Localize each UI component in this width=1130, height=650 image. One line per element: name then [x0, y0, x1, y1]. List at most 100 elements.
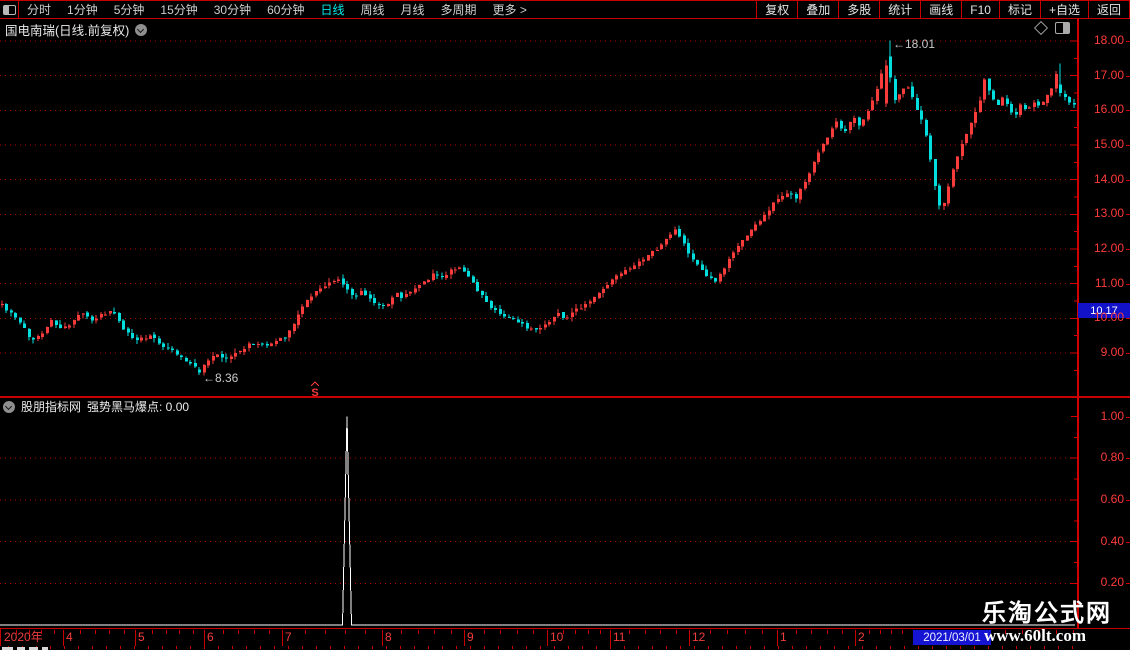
toolbar-action-4[interactable]: 画线: [920, 1, 961, 18]
toolbar-action-6[interactable]: 标记: [998, 1, 1040, 18]
minor-tick: [762, 630, 763, 634]
period-tab-3[interactable]: 15分钟: [160, 3, 198, 17]
minor-tick: [269, 630, 270, 634]
minor-tick: [80, 630, 81, 634]
clipped-tick: [218, 646, 219, 649]
clipped-tick: [820, 646, 821, 649]
clipped-tick: [582, 646, 583, 649]
minor-tick: [451, 630, 452, 634]
toolbar-action-0[interactable]: 复权: [756, 1, 797, 18]
period-tab-2[interactable]: 5分钟: [113, 3, 145, 17]
clipped-tick: [120, 646, 121, 649]
minor-tick: [727, 630, 728, 634]
main-candlestick-chart[interactable]: ←18.01 ←8.36 S: [0, 19, 1078, 396]
minor-tick: [95, 630, 96, 634]
clipped-tick: [148, 646, 149, 649]
minor-tick: [629, 630, 630, 634]
diamond-icon[interactable]: [1033, 20, 1049, 36]
indicator-value-label: 1.00: [1100, 408, 1124, 423]
period-tab-1[interactable]: 1分钟: [67, 3, 98, 17]
watermark-site-name: 乐淘公式网: [982, 600, 1112, 627]
price-cursor-badge: 10.17: [1078, 303, 1130, 318]
clipped-tick: [372, 646, 373, 649]
right-edge-tick: [1126, 283, 1130, 285]
toolbar-action-2[interactable]: 多股: [838, 1, 879, 18]
panel-separator[interactable]: [0, 396, 1130, 398]
minor-tick: [660, 630, 661, 634]
minor-tick: [166, 630, 167, 634]
time-axis-label: 2020年: [4, 630, 43, 644]
clipped-tick: [764, 646, 765, 649]
toolbar-action-8[interactable]: 返回: [1087, 1, 1130, 18]
time-axis-label: 10: [550, 630, 564, 644]
price-label: 11.00: [1094, 275, 1124, 290]
minor-tick: [1022, 630, 1023, 634]
clipped-tick: [722, 646, 723, 649]
main-gridlines: [0, 40, 1077, 371]
clipped-tick: [246, 646, 247, 649]
time-axis[interactable]: 2021/03/01 2020年 4 5 6 7 8 9 10 11 12 1 2: [0, 628, 1130, 647]
time-axis-label: 8: [385, 630, 392, 644]
minor-tick: [842, 630, 843, 634]
clipped-tick: [78, 646, 79, 649]
period-tab-0[interactable]: 分时: [27, 3, 52, 17]
indicator-chart[interactable]: [0, 412, 1078, 628]
minor-tick: [418, 630, 419, 634]
clipped-tick: [190, 646, 191, 649]
period-tab-7[interactable]: 周线: [360, 3, 385, 17]
clipped-tick: [750, 646, 751, 649]
period-tab-10[interactable]: 更多 >: [492, 3, 527, 17]
right-edge-tick: [1126, 75, 1130, 77]
chevron-down-circle-icon[interactable]: [3, 400, 15, 413]
minor-tick: [827, 630, 828, 634]
annotations: ←18.01 ←8.36 S: [203, 37, 935, 396]
date-cursor-badge: 2021/03/01: [913, 630, 991, 645]
split-window-button[interactable]: [0, 1, 19, 18]
chart-title: 国电南瑞(日线.前复权): [5, 24, 130, 38]
price-axis-line: [1077, 19, 1079, 646]
clipped-text-fragment: [17, 647, 25, 650]
minor-tick: [345, 630, 346, 634]
time-axis-label: 4: [66, 630, 73, 644]
minor-tick: [254, 630, 255, 634]
price-label: 15.00: [1093, 137, 1124, 151]
clipped-tick: [484, 646, 485, 649]
right-edge-tick: [1126, 499, 1130, 501]
clipped-tick: [1072, 646, 1073, 649]
clipped-tick: [316, 646, 317, 649]
right-edge-tick: [1126, 214, 1130, 216]
chevron-down-circle-icon[interactable]: [135, 23, 148, 36]
month-tick: [689, 630, 690, 646]
period-tab-6[interactable]: 日线: [320, 3, 345, 17]
clipped-tick: [652, 646, 653, 649]
clipped-tick: [736, 646, 737, 649]
period-tab-9[interactable]: 多周期: [440, 3, 477, 17]
axis-left-border: [0, 629, 1, 646]
minor-tick: [745, 630, 746, 634]
toolbar-action-1[interactable]: 叠加: [797, 1, 838, 18]
clipped-tick: [932, 646, 933, 649]
month-tick: [855, 630, 856, 646]
time-axis-label: 2: [858, 630, 865, 644]
split-window-icon: [2, 4, 16, 15]
time-axis-label: 9: [467, 630, 474, 644]
minor-tick: [109, 630, 110, 634]
toolbar-action-7[interactable]: +自选: [1039, 1, 1088, 18]
period-tab-4[interactable]: 30分钟: [213, 3, 252, 17]
period-tab-5[interactable]: 60分钟: [267, 3, 305, 17]
indicator-value-label: 0.60: [1100, 491, 1124, 506]
indicator-header: 股朋指标网 强势黑马爆点: 0.00: [3, 398, 189, 415]
pane-split-icon[interactable]: [1055, 22, 1070, 34]
toolbar-action-3[interactable]: 统计: [879, 1, 920, 18]
clipped-tick: [302, 646, 303, 649]
watermark: 乐淘公式网 www.60lt.com: [982, 601, 1112, 645]
month-tick: [204, 630, 205, 646]
price-label: 13.00: [1093, 206, 1124, 221]
clipped-tick: [596, 646, 597, 649]
toolbar-action-5[interactable]: F10: [961, 1, 999, 18]
period-tab-8[interactable]: 月线: [400, 3, 425, 17]
minor-tick: [676, 630, 677, 634]
clipped-tick: [64, 646, 65, 649]
clipped-tick: [890, 646, 891, 649]
clipped-tick: [50, 646, 51, 649]
